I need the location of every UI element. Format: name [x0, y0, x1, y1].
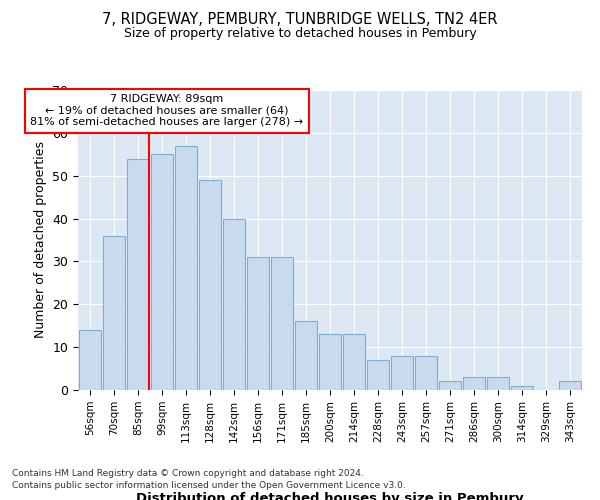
Bar	[223, 218, 245, 390]
Text: 7 RIDGEWAY: 89sqm
← 19% of detached houses are smaller (64)
81% of semi-detached: 7 RIDGEWAY: 89sqm ← 19% of detached hous…	[30, 94, 304, 128]
Bar	[463, 377, 485, 390]
Bar	[415, 356, 437, 390]
Bar	[319, 334, 341, 390]
Bar	[79, 330, 101, 390]
Y-axis label: Number of detached properties: Number of detached properties	[34, 142, 47, 338]
Bar	[151, 154, 173, 390]
X-axis label: Distribution of detached houses by size in Pembury: Distribution of detached houses by size …	[136, 492, 524, 500]
Bar	[127, 158, 149, 390]
Bar	[271, 257, 293, 390]
Bar	[487, 377, 509, 390]
Bar	[103, 236, 125, 390]
Text: Size of property relative to detached houses in Pembury: Size of property relative to detached ho…	[124, 28, 476, 40]
Bar	[343, 334, 365, 390]
Text: Contains public sector information licensed under the Open Government Licence v3: Contains public sector information licen…	[12, 481, 406, 490]
Bar	[175, 146, 197, 390]
Bar	[391, 356, 413, 390]
Bar	[247, 257, 269, 390]
Bar	[559, 382, 581, 390]
Bar	[511, 386, 533, 390]
Text: 7, RIDGEWAY, PEMBURY, TUNBRIDGE WELLS, TN2 4ER: 7, RIDGEWAY, PEMBURY, TUNBRIDGE WELLS, T…	[102, 12, 498, 28]
Bar	[439, 382, 461, 390]
Text: Contains HM Land Registry data © Crown copyright and database right 2024.: Contains HM Land Registry data © Crown c…	[12, 468, 364, 477]
Bar	[367, 360, 389, 390]
Bar	[199, 180, 221, 390]
Bar	[295, 322, 317, 390]
